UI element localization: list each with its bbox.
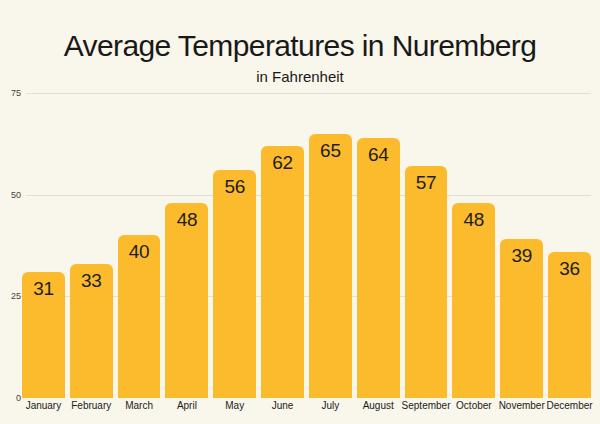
bar-october: 48 <box>452 203 495 398</box>
bar-july: 65 <box>309 134 352 398</box>
bar-value-november: 39 <box>500 239 543 267</box>
x-axis-label-july: July <box>309 400 352 411</box>
bar-august: 64 <box>357 138 400 398</box>
bar-value-october: 48 <box>452 203 495 231</box>
chart-canvas: Average Temperatures in Nuremberg in Fah… <box>0 0 600 424</box>
bar-april: 48 <box>165 203 208 398</box>
bar-may: 56 <box>213 170 256 398</box>
bar-value-june: 62 <box>261 146 304 174</box>
bar-value-april: 48 <box>165 203 208 231</box>
bar-value-august: 64 <box>357 138 400 166</box>
bar-december: 36 <box>548 252 591 398</box>
bar-june: 62 <box>261 146 304 398</box>
bar-value-july: 65 <box>309 134 352 162</box>
bar-november: 39 <box>500 239 543 398</box>
y-tick-label-75: 75 <box>0 88 21 98</box>
bar-february: 33 <box>70 264 113 398</box>
bars-layer: 313340485662656457483936 <box>22 93 591 398</box>
x-axis-label-may: May <box>213 400 256 411</box>
bar-value-february: 33 <box>70 264 113 292</box>
y-tick-label-0: 0 <box>0 393 21 403</box>
bar-january: 31 <box>22 272 65 398</box>
x-axis-label-february: February <box>70 400 113 411</box>
bar-value-september: 57 <box>405 166 448 194</box>
bar-value-december: 36 <box>548 252 591 280</box>
x-axis-label-june: June <box>261 400 304 411</box>
y-tick-label-25: 25 <box>0 291 21 301</box>
bar-september: 57 <box>405 166 448 398</box>
x-axis-label-december: December <box>548 400 591 411</box>
bar-march: 40 <box>118 235 161 398</box>
bar-value-january: 31 <box>22 272 65 300</box>
x-axis-label-november: November <box>500 400 543 411</box>
x-axis-label-october: October <box>452 400 495 411</box>
bar-value-may: 56 <box>213 170 256 198</box>
x-axis-label-march: March <box>118 400 161 411</box>
x-axis-label-january: January <box>22 400 65 411</box>
y-tick-label-50: 50 <box>0 190 21 200</box>
x-axis-label-september: September <box>405 400 448 411</box>
x-axis-label-april: April <box>165 400 208 411</box>
x-axis-labels-row: January February March April May June July Augu… <box>22 400 591 411</box>
x-axis-label-august: August <box>357 400 400 411</box>
bar-value-march: 40 <box>118 235 161 263</box>
